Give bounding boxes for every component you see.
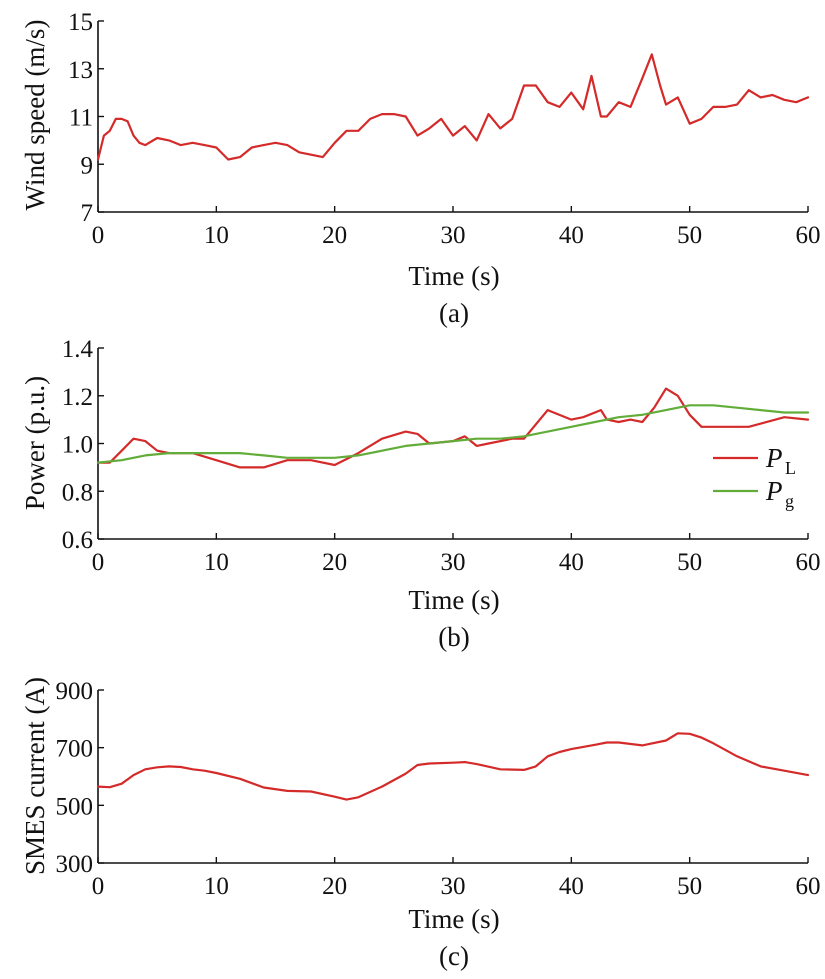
panel-label: (b) <box>438 622 469 652</box>
x-tick-label: 20 <box>322 549 347 576</box>
legend-label: P <box>765 443 783 473</box>
x-tick-label: 0 <box>92 549 105 576</box>
panel-label: (c) <box>439 941 469 971</box>
y-tick-label: 0.6 <box>62 527 93 554</box>
x-tick-label: 50 <box>677 873 702 900</box>
wind-speed-panel: Wind speed (m/s) Time (s) (a) 0 10 20 30 40 5… <box>20 9 821 328</box>
x-tick-label: 40 <box>559 222 584 249</box>
y-tick-label: 1.4 <box>62 336 94 363</box>
series-line <box>96 732 810 801</box>
x-tick-label: 30 <box>441 549 466 576</box>
y-tick-label: 900 <box>56 678 94 705</box>
x-tick-label: 0 <box>92 222 105 249</box>
y-tick-label: 500 <box>56 793 94 820</box>
legend-label: P <box>765 476 783 506</box>
y-tick-label: 1.0 <box>62 432 93 459</box>
x-axis-label: Time (s) <box>408 585 499 615</box>
smes-current-panel: SMES current (A) Time (s) (c) 0 10 20 30 40 5… <box>20 677 821 971</box>
x-tick-label: 30 <box>441 222 466 249</box>
y-tick-label: 300 <box>56 851 94 878</box>
y-tick-label: 11 <box>69 105 93 132</box>
x-axis-label: Time (s) <box>408 261 499 291</box>
x-tick-label: 60 <box>796 549 821 576</box>
y-tick-label: 9 <box>81 152 94 179</box>
legend-subscript: L <box>785 458 796 478</box>
series-line <box>96 387 810 469</box>
y-tick-label: 7 <box>81 200 94 227</box>
series-line <box>96 404 810 464</box>
x-tick-label: 60 <box>796 873 821 900</box>
x-tick-label: 50 <box>677 222 702 249</box>
x-tick-label: 60 <box>796 222 821 249</box>
panel-label: (a) <box>439 298 469 328</box>
y-tick-label: 1.2 <box>62 384 93 411</box>
power-panel: Power (p.u.) Time (s) (b) 0 10 20 30 40 50 60 0… <box>20 336 821 652</box>
x-tick-label: 0 <box>92 873 105 900</box>
x-tick-label: 50 <box>677 549 702 576</box>
x-tick-label: 40 <box>559 873 584 900</box>
x-tick-label: 10 <box>204 222 229 249</box>
x-tick-label: 20 <box>322 873 347 900</box>
y-tick-label: 0.8 <box>62 479 93 506</box>
x-axis-label: Time (s) <box>408 904 499 934</box>
y-axis-label: Power (p.u.) <box>20 376 50 510</box>
y-tick-label: 15 <box>68 9 93 36</box>
legend-subscript: g <box>785 491 794 511</box>
x-tick-label: 10 <box>204 873 229 900</box>
x-tick-label: 20 <box>322 222 347 249</box>
series-line <box>96 53 810 161</box>
x-tick-label: 40 <box>559 549 584 576</box>
y-axis-label: SMES current (A) <box>20 677 50 875</box>
y-axis-label: Wind speed (m/s) <box>20 20 50 211</box>
x-tick-label: 10 <box>204 549 229 576</box>
x-tick-label: 30 <box>441 873 466 900</box>
y-tick-label: 13 <box>68 57 93 84</box>
y-tick-label: 700 <box>56 736 94 763</box>
